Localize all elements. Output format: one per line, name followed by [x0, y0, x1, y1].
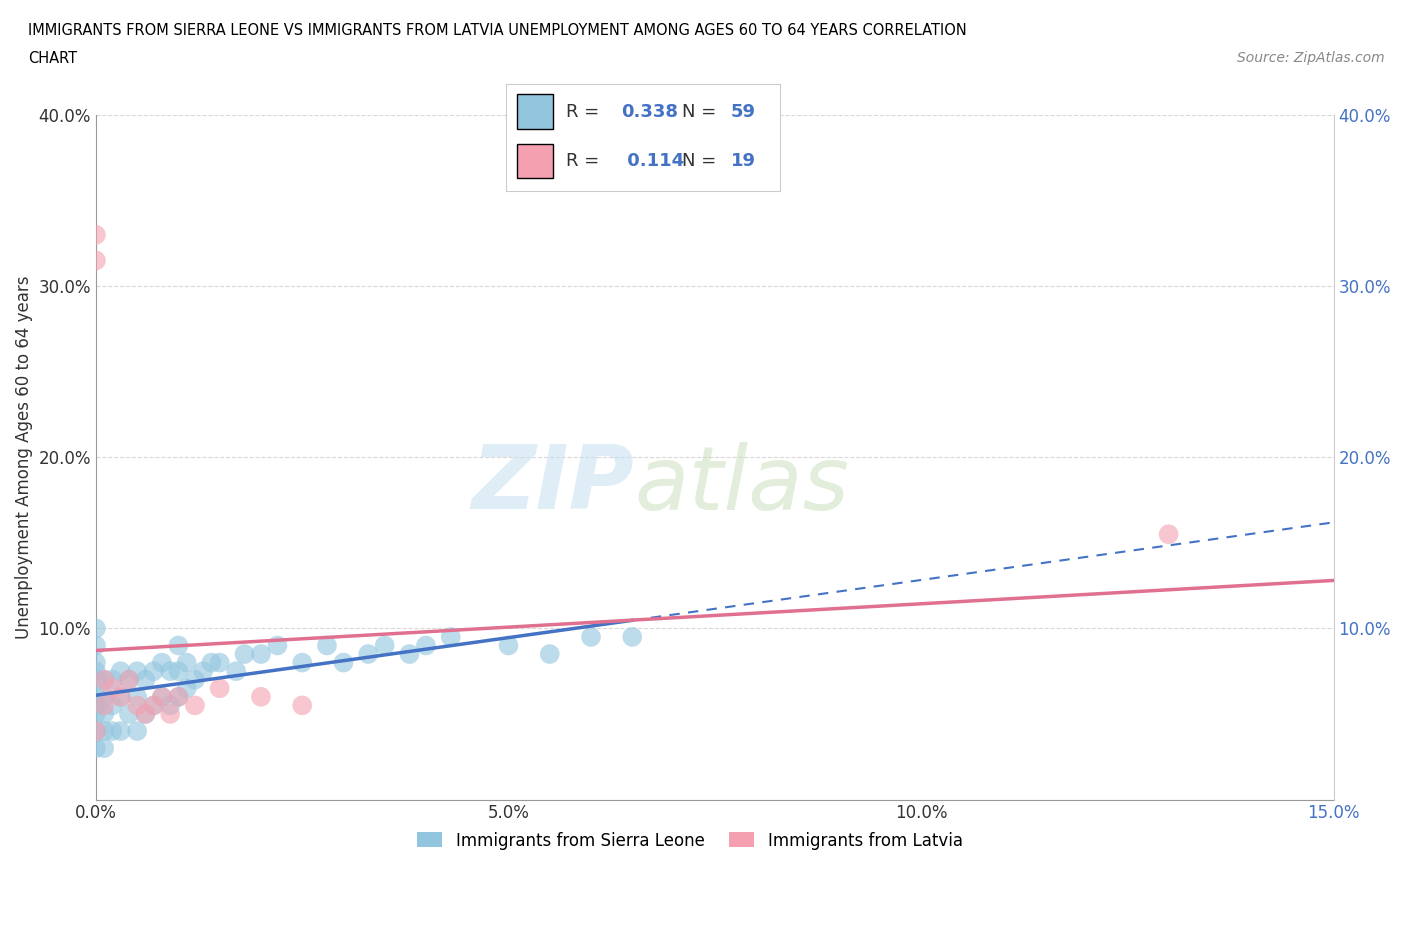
Point [266, 638, 288, 653]
FancyBboxPatch shape [517, 95, 553, 128]
Point [127, 724, 149, 738]
Point [84, 664, 107, 679]
Point [134, 707, 156, 722]
Text: N =: N = [682, 102, 721, 121]
Text: N =: N = [682, 152, 721, 169]
Point [208, 655, 231, 670]
Point [374, 638, 396, 653]
Point [233, 646, 256, 661]
Point [84, 253, 107, 268]
Point [93, 724, 115, 738]
Point [127, 698, 149, 712]
Point [193, 664, 215, 679]
Point [93, 689, 115, 704]
Text: R =: R = [567, 152, 606, 169]
Point [142, 698, 165, 712]
Point [159, 707, 181, 722]
Point [291, 655, 314, 670]
Point [250, 689, 273, 704]
Point [118, 672, 141, 687]
Point [127, 689, 149, 704]
Point [110, 689, 132, 704]
Text: 59: 59 [731, 102, 756, 121]
Point [84, 740, 107, 755]
Point [84, 707, 107, 722]
Point [84, 655, 107, 670]
Point [184, 698, 207, 712]
Point [167, 638, 190, 653]
Point [150, 655, 173, 670]
Point [538, 646, 561, 661]
Point [93, 740, 115, 755]
Point [84, 227, 107, 242]
Point [398, 646, 420, 661]
Point [134, 672, 156, 687]
Text: 0.338: 0.338 [621, 102, 678, 121]
Point [1157, 526, 1180, 541]
Point [84, 621, 107, 636]
Point [415, 638, 437, 653]
Point [127, 664, 149, 679]
Point [332, 655, 354, 670]
Point [118, 707, 141, 722]
Point [167, 664, 190, 679]
Point [150, 689, 173, 704]
Point [93, 672, 115, 687]
Point [110, 664, 132, 679]
Point [93, 698, 115, 712]
Point [316, 638, 339, 653]
Point [101, 672, 124, 687]
Text: atlas: atlas [634, 442, 849, 527]
Point [250, 646, 273, 661]
Point [208, 681, 231, 696]
Y-axis label: Unemployment Among Ages 60 to 64 years: Unemployment Among Ages 60 to 64 years [15, 275, 32, 639]
Text: CHART: CHART [28, 51, 77, 66]
Text: R =: R = [567, 102, 606, 121]
Text: Source: ZipAtlas.com: Source: ZipAtlas.com [1237, 51, 1385, 65]
Point [101, 724, 124, 738]
Point [84, 698, 107, 712]
Point [200, 655, 222, 670]
Point [84, 724, 107, 738]
Point [167, 689, 190, 704]
Point [101, 698, 124, 712]
Point [110, 724, 132, 738]
Text: IMMIGRANTS FROM SIERRA LEONE VS IMMIGRANTS FROM LATVIA UNEMPLOYMENT AMONG AGES 6: IMMIGRANTS FROM SIERRA LEONE VS IMMIGRAN… [28, 23, 967, 38]
Point [84, 689, 107, 704]
Point [142, 698, 165, 712]
Point [498, 638, 520, 653]
Point [142, 664, 165, 679]
Point [150, 689, 173, 704]
Point [176, 681, 198, 696]
Point [159, 664, 181, 679]
Point [84, 638, 107, 653]
Point [93, 707, 115, 722]
Point [101, 681, 124, 696]
Text: 0.114: 0.114 [621, 152, 685, 169]
Text: 19: 19 [731, 152, 756, 169]
Point [110, 689, 132, 704]
Point [291, 698, 314, 712]
Point [579, 630, 602, 644]
Point [357, 646, 380, 661]
Point [176, 655, 198, 670]
Text: ZIP: ZIP [471, 441, 634, 528]
Legend: Immigrants from Sierra Leone, Immigrants from Latvia: Immigrants from Sierra Leone, Immigrants… [411, 825, 970, 857]
Point [225, 664, 247, 679]
Point [118, 672, 141, 687]
Point [184, 672, 207, 687]
Point [134, 707, 156, 722]
Point [159, 698, 181, 712]
FancyBboxPatch shape [517, 143, 553, 178]
Point [621, 630, 644, 644]
Point [84, 724, 107, 738]
Point [167, 689, 190, 704]
Point [440, 630, 463, 644]
Point [93, 672, 115, 687]
Point [84, 672, 107, 687]
